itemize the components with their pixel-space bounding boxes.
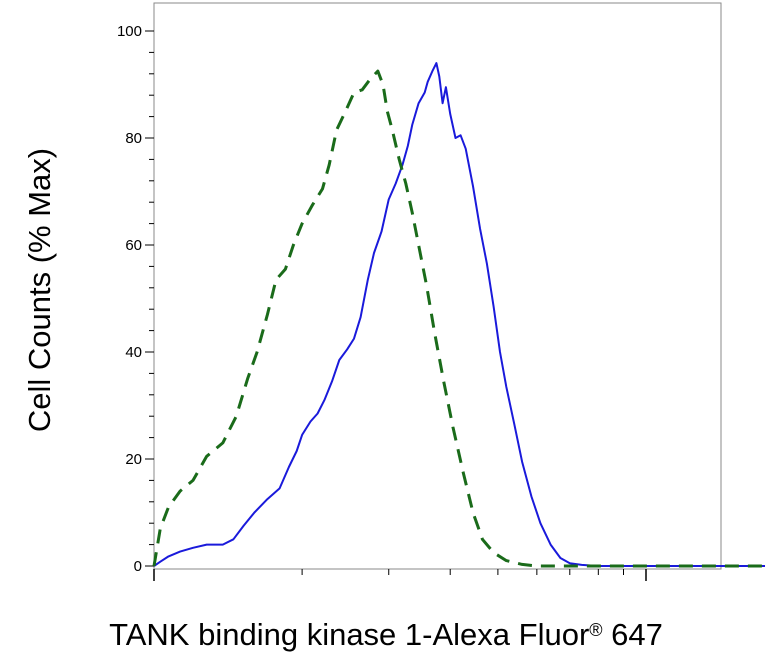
x-axis-title-registered-mark: ® [589,620,602,640]
series-line-dashed [152,69,765,568]
x-axis [153,569,647,581]
series-layer [152,62,765,568]
plot-frame [153,2,722,570]
x-axis-title-main: TANK binding kinase 1-Alexa Fluor [109,617,589,652]
x-axis-title-tail: 647 [603,617,663,652]
y-tick-label: 80 [125,130,142,147]
series-line-solid [153,62,765,567]
x-axis-title: TANK binding kinase 1-Alexa Fluor® 647 [109,617,663,652]
y-tick-label: 60 [125,237,142,254]
y-axis: 0 20 40 60 80 100 [117,23,154,575]
y-tick-label: 40 [125,344,142,361]
y-axis-title: Cell Counts (% Max) [22,148,57,432]
y-tick-label: 0 [134,558,142,575]
y-tick-label: 100 [117,23,142,40]
y-tick-label: 20 [125,451,142,468]
